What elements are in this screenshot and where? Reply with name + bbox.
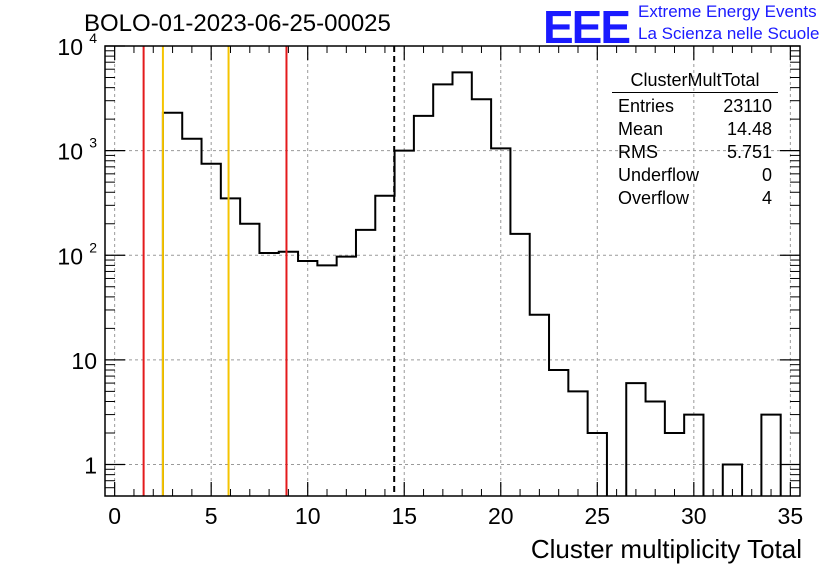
stats-box-title: ClusterMultTotal (612, 70, 778, 93)
eee-logo: EEE (543, 1, 631, 53)
stats-label: Underflow (618, 165, 700, 185)
stats-value: 4 (761, 188, 772, 208)
stats-label: Overflow (618, 188, 690, 208)
histogram-series (161, 71, 782, 496)
y-axis: 1 10 10 2 10 3 10 4 (57, 30, 800, 497)
stats-row: Overflow 4 (612, 188, 778, 211)
grid-lines (105, 46, 800, 496)
stats-value: 14.48 (726, 119, 772, 139)
x-tick-label: 20 (488, 503, 514, 529)
y-tick-exponent: 3 (89, 135, 97, 151)
stats-row: RMS 5.751 (612, 142, 778, 165)
y-tick-exponent: 2 (89, 239, 97, 255)
stats-row: Entries 23110 (612, 96, 778, 119)
logo-caption-2: La Scienza nelle Scuole (638, 24, 820, 43)
histogram-bin-run (625, 382, 705, 496)
y-tick-label: 10 (71, 348, 97, 374)
histogram-bin-run (721, 463, 744, 496)
stats-row: Mean 14.48 (612, 119, 778, 142)
y-tick-label: 10 (57, 243, 83, 269)
stats-label: RMS (618, 142, 658, 162)
x-tick-label: 10 (295, 503, 321, 529)
stats-box: ClusterMultTotal Entries 23110 Mean 14.4… (612, 70, 778, 211)
x-tick-label: 5 (205, 503, 218, 529)
y-tick-label: 10 (57, 34, 83, 60)
stats-value: 23110 (723, 96, 772, 116)
x-tick-label: 15 (391, 503, 417, 529)
stats-row: Underflow 0 (612, 165, 778, 188)
x-tick-label: 30 (681, 503, 707, 529)
x-tick-label: 35 (778, 503, 804, 529)
stats-value: 5.751 (726, 142, 772, 162)
x-tick-label: 0 (108, 503, 121, 529)
x-tick-label: 25 (584, 503, 610, 529)
y-tick-label: 1 (84, 453, 97, 479)
y-tick-exponent: 4 (89, 30, 97, 46)
chart-title: BOLO-01-2023-06-25-00025 (84, 10, 391, 37)
histogram-bin-run (161, 71, 608, 496)
marker-lines (142, 46, 396, 496)
x-axis: 0 5 10 15 20 25 30 35 (108, 46, 803, 529)
stats-value: 0 (761, 165, 772, 185)
logo-caption-1: Extreme Energy Events (638, 2, 817, 21)
histogram-bin-run (760, 413, 782, 496)
x-axis-label: Cluster multiplicity Total (530, 534, 802, 564)
stats-label: Entries (618, 96, 675, 116)
y-tick-label: 10 (57, 139, 83, 165)
stats-label: Mean (618, 119, 664, 139)
